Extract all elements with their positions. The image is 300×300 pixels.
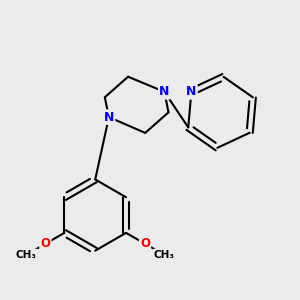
Text: N: N <box>186 85 197 98</box>
Text: CH₃: CH₃ <box>154 250 175 260</box>
Text: O: O <box>40 237 50 250</box>
Text: N: N <box>159 85 170 98</box>
Text: N: N <box>104 111 114 124</box>
Text: CH₃: CH₃ <box>16 250 37 260</box>
Text: O: O <box>140 237 150 250</box>
